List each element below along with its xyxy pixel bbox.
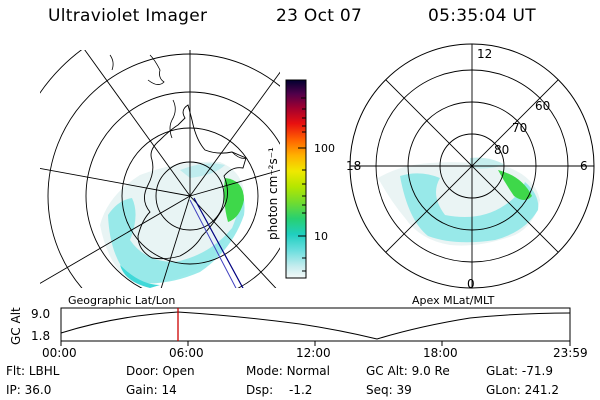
date-label: 23 Oct 07 — [276, 6, 363, 26]
app-title: Ultraviolet Imager — [48, 6, 208, 26]
altitude-plot: 9.0 1.8 GC Alt 00:00 06:00 12:00 18:00 2… — [9, 307, 588, 360]
mlt-label-0: 0 — [467, 277, 475, 291]
mlt-label-18: 18 — [346, 159, 361, 173]
alt-xtick-2359: 23:59 — [553, 346, 588, 360]
mlat-label-60: 60 — [535, 99, 550, 113]
colorbar-unit: photon cm⁻²s⁻¹ — [266, 147, 280, 240]
time-label: 05:35:04 UT — [428, 6, 536, 26]
magnetic-polar-map: 12 18 6 0 60 70 80 — [346, 43, 595, 291]
mlt-label-12: 12 — [477, 47, 492, 61]
alt-tick-high: 9.0 — [31, 307, 50, 321]
info-seq: Seq: 39 — [366, 383, 412, 397]
info-door: Door: Open — [126, 364, 195, 378]
apex-map-label: Apex MLat/MLT — [412, 294, 495, 307]
alt-xtick-1800: 18:00 — [423, 346, 458, 360]
geo-map-content — [40, 50, 280, 288]
alt-ylabel: GC Alt — [9, 307, 23, 345]
geo-map-label: Geographic Lat/Lon — [68, 294, 175, 307]
colorbar-tick-100: 100 — [314, 142, 335, 155]
mlat-label-80: 80 — [494, 143, 509, 157]
alt-xtick-1200: 12:00 — [296, 346, 331, 360]
alt-tick-low: 1.8 — [31, 329, 50, 343]
info-ip: IP: 36.0 — [6, 383, 52, 397]
info-flt: Flt: LBHL — [6, 364, 60, 378]
colorbar-tick-10: 10 — [314, 230, 328, 243]
info-glat: GLat: -71.9 — [486, 364, 553, 378]
info-dsp: Dsp: -1.2 — [246, 383, 313, 397]
colorbar — [285, 79, 307, 279]
info-gcalt: GC Alt: 9.0 Re — [366, 364, 450, 378]
info-mode: Mode: Normal — [246, 364, 330, 378]
info-glon: GLon: 241.2 — [486, 383, 559, 397]
alt-xtick-0600: 06:00 — [169, 346, 204, 360]
colorbar-ticks — [298, 97, 306, 272]
mlt-label-6: 6 — [580, 159, 588, 173]
mlat-label-70: 70 — [512, 121, 527, 135]
alt-xtick-0000: 00:00 — [42, 346, 77, 360]
info-gain: Gain: 14 — [126, 383, 177, 397]
